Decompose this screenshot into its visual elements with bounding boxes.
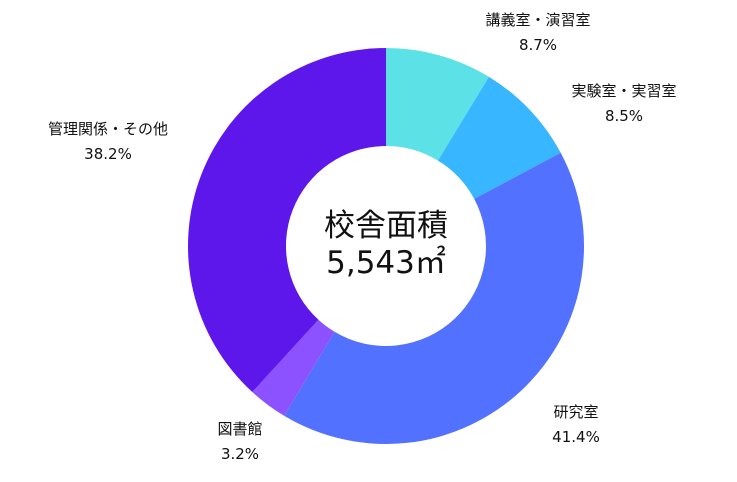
center-label: 校舎面積 5,543㎡ — [324, 208, 448, 282]
slice-label-name: 講義室・演習室 — [485, 11, 591, 29]
slice-label-name: 図書館 — [217, 420, 263, 438]
donut-slice-admin — [188, 48, 386, 393]
slice-label-lecture: 講義室・演習室 8.7% — [485, 8, 590, 58]
slice-label-library: 図書館 3.2% — [217, 417, 262, 467]
slice-label-name: 実験室・実習室 — [571, 82, 677, 100]
slice-label-name: 研究室 — [553, 403, 599, 421]
slice-label-value: 8.7% — [518, 36, 558, 54]
center-value: 5,543㎡ — [326, 245, 446, 281]
center-title: 校舎面積 — [324, 208, 448, 244]
slice-label-admin: 管理関係・その他 38.2% — [48, 117, 168, 167]
slice-label-research: 研究室 41.4% — [552, 400, 600, 450]
slice-label-value: 41.4% — [552, 428, 600, 446]
slice-label-value: 8.5% — [604, 107, 644, 125]
slice-label-name: 管理関係・その他 — [47, 120, 169, 138]
donut-slice-lecture — [386, 48, 489, 161]
slice-label-value: 3.2% — [220, 445, 260, 463]
slice-label-value: 38.2% — [84, 145, 132, 163]
donut-slice-lab — [437, 76, 561, 199]
donut-slice-research — [284, 152, 585, 445]
slice-label-lab: 実験室・実習室 8.5% — [571, 79, 676, 129]
donut-slice-library — [252, 319, 335, 416]
